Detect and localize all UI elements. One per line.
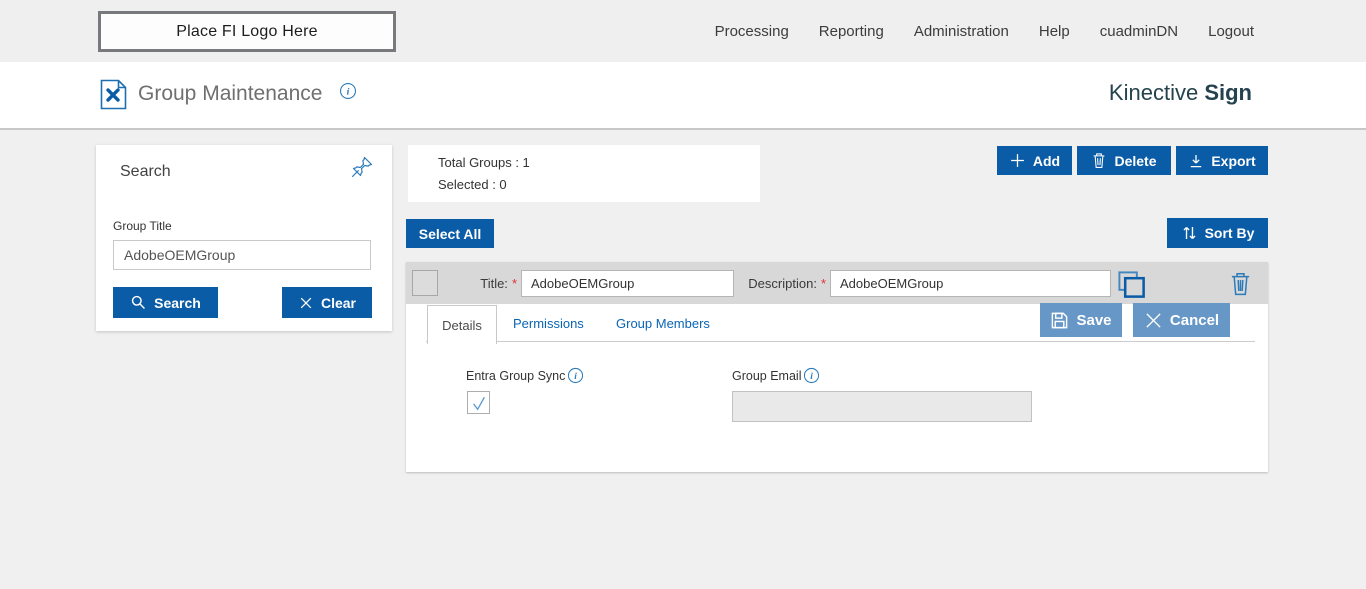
nav-item-administration[interactable]: Administration xyxy=(913,22,1009,40)
entra-label-text: Entra Group Sync xyxy=(466,369,566,383)
fi-logo-text: Place FI Logo Here xyxy=(176,22,318,40)
export-button[interactable]: Export xyxy=(1176,146,1268,175)
brand-text-bold: Sign xyxy=(1204,80,1252,105)
select-all-label: Select All xyxy=(418,225,482,242)
description-field-label: Description: * xyxy=(736,262,826,304)
row-trash-icon[interactable] xyxy=(1229,270,1252,297)
title-input[interactable] xyxy=(521,270,734,297)
delete-button[interactable]: Delete xyxy=(1077,146,1171,175)
save-floppy-icon xyxy=(1052,312,1068,328)
cancel-x-icon xyxy=(1146,312,1161,328)
group-title-label: Group Title xyxy=(113,219,172,233)
save-button[interactable]: Save xyxy=(1040,303,1122,337)
title-field-label: Title: * xyxy=(411,262,517,304)
description-label-text: Description: xyxy=(748,275,817,291)
svg-text:i: i xyxy=(811,372,814,382)
svg-text:i: i xyxy=(347,87,350,98)
group-email-input[interactable] xyxy=(732,391,1032,422)
tab-group-members-label: Group Members xyxy=(616,316,710,331)
select-all-button[interactable]: Select All xyxy=(406,219,494,248)
title-required-marker: * xyxy=(511,275,517,291)
x-icon xyxy=(300,297,312,308)
header-divider xyxy=(0,128,1366,130)
trash-icon xyxy=(1094,153,1105,168)
page-info-icon[interactable]: i xyxy=(339,82,357,100)
search-button[interactable]: Search xyxy=(113,287,218,318)
page-title: Group Maintenance xyxy=(138,82,323,105)
nav-item-help[interactable]: Help xyxy=(1038,22,1070,40)
cancel-button[interactable]: Cancel xyxy=(1133,303,1230,337)
copy-icon[interactable] xyxy=(1116,269,1147,300)
selected-count-text: Selected : 0 xyxy=(438,177,507,192)
group-email-label-text: Group Email xyxy=(732,369,802,383)
fi-logo-placeholder: Place FI Logo Here xyxy=(98,11,396,52)
clear-button-label: Clear xyxy=(320,294,357,311)
add-button-label: Add xyxy=(1032,152,1061,169)
group-row-checkbox[interactable] xyxy=(412,270,438,296)
top-navigation: Processing Reporting Administration Help… xyxy=(715,0,1254,62)
nav-item-logout[interactable]: Logout xyxy=(1208,22,1254,40)
search-button-label: Search xyxy=(154,294,201,311)
cancel-button-label: Cancel xyxy=(1169,311,1220,329)
export-button-label: Export xyxy=(1211,152,1256,169)
brand-text-regular: Kinective xyxy=(1108,80,1199,105)
sort-by-label: Sort By xyxy=(1204,225,1255,241)
group-email-label: Group Email i xyxy=(732,367,820,384)
group-row: Title: * Description: * xyxy=(406,262,1268,304)
tab-details-label: Details xyxy=(442,317,482,333)
group-detail-panel: Title: * Description: * Save Cancel xyxy=(406,262,1268,472)
description-required-marker: * xyxy=(820,275,826,291)
tab-permissions-label: Permissions xyxy=(513,316,584,331)
description-input[interactable] xyxy=(830,270,1111,297)
nav-item-username[interactable]: cuadminDN xyxy=(1099,22,1179,40)
entra-group-sync-label: Entra Group Sync i xyxy=(466,367,584,384)
delete-button-label: Delete xyxy=(1114,152,1157,169)
brand-logo: Kinective Sign xyxy=(1109,80,1252,106)
group-title-input[interactable] xyxy=(113,240,371,270)
download-icon xyxy=(1191,154,1202,167)
top-bar: Place FI Logo Here Processing Reporting … xyxy=(0,0,1366,62)
search-panel: Search Group Title Search Clear xyxy=(96,145,392,331)
sort-by-button[interactable]: Sort By xyxy=(1167,218,1268,248)
checkmark-icon xyxy=(472,396,485,411)
tab-details[interactable]: Details xyxy=(427,305,497,344)
search-icon xyxy=(131,295,146,309)
save-button-label: Save xyxy=(1076,311,1112,329)
nav-item-reporting[interactable]: Reporting xyxy=(818,22,884,40)
group-stats-box: Total Groups : 1 Selected : 0 xyxy=(408,145,760,202)
page-header: Group Maintenance i Kinective Sign xyxy=(0,62,1366,128)
entra-info-icon[interactable]: i xyxy=(567,367,584,384)
search-panel-title: Search xyxy=(120,163,171,180)
svg-text:i: i xyxy=(575,372,578,382)
add-button[interactable]: Add xyxy=(997,146,1072,175)
tab-group-members[interactable]: Group Members xyxy=(616,305,710,342)
group-maintenance-page-icon xyxy=(100,79,127,110)
total-groups-text: Total Groups : 1 xyxy=(438,155,530,170)
entra-group-sync-checkbox[interactable] xyxy=(467,391,490,414)
plus-icon xyxy=(1011,154,1024,167)
clear-button[interactable]: Clear xyxy=(282,287,372,318)
title-label-text: Title: xyxy=(480,275,508,291)
nav-item-processing[interactable]: Processing xyxy=(714,22,789,40)
pin-icon[interactable] xyxy=(350,155,374,179)
tab-underline xyxy=(426,341,1255,342)
group-email-info-icon[interactable]: i xyxy=(803,367,820,384)
sort-arrows-icon xyxy=(1183,226,1196,240)
tab-permissions[interactable]: Permissions xyxy=(513,305,584,342)
